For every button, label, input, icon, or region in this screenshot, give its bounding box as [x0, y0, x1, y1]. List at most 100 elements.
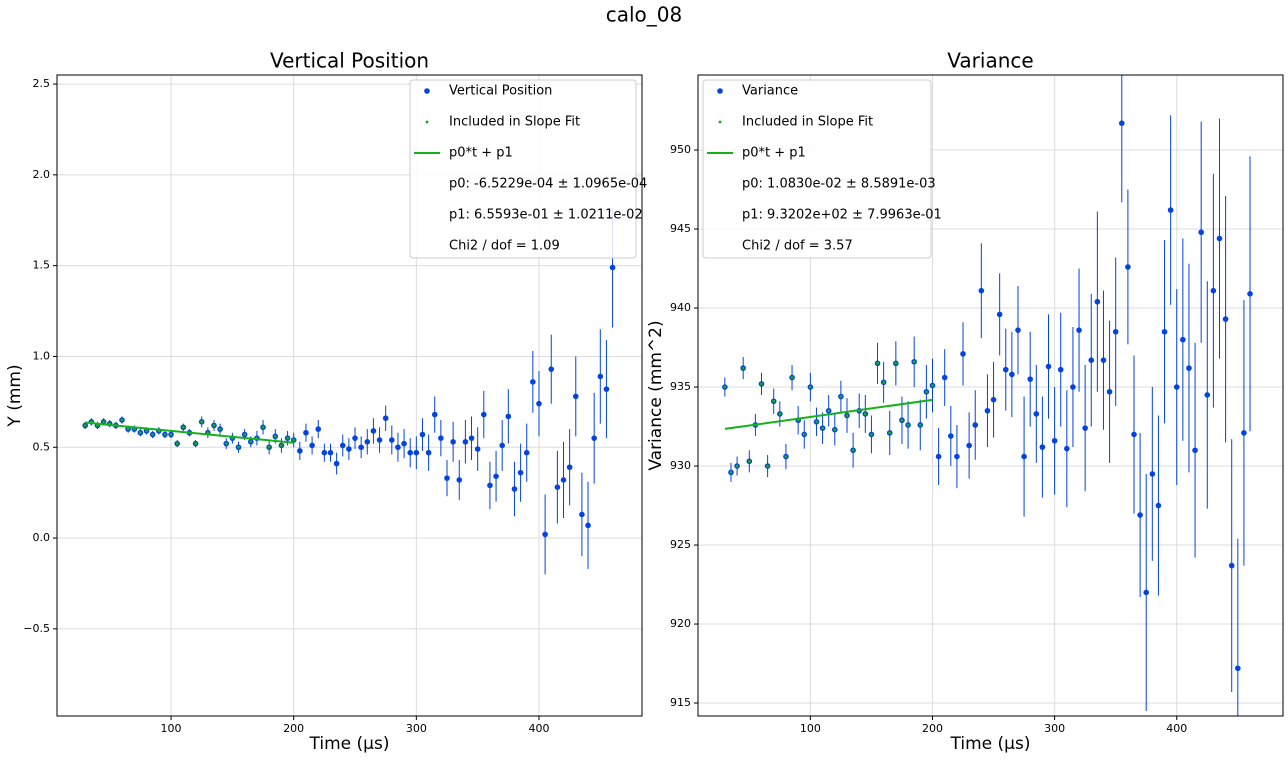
data-point	[1039, 444, 1046, 450]
data-point	[376, 437, 383, 443]
fit-point	[729, 471, 733, 474]
fit-point	[206, 431, 210, 435]
y-tick-label: −0.5	[23, 622, 50, 635]
y-tick-label: 935	[670, 380, 691, 393]
data-point	[566, 464, 573, 471]
data-point	[1106, 388, 1113, 395]
data-point	[941, 374, 948, 381]
fit-point	[772, 399, 776, 403]
fit-point	[169, 433, 173, 436]
data-point	[1045, 363, 1052, 370]
data-point	[450, 439, 456, 445]
data-point	[505, 413, 512, 420]
data-point	[401, 440, 407, 447]
data-point	[1094, 298, 1101, 305]
fit-point	[120, 418, 124, 422]
fit-point	[925, 390, 928, 394]
x-tick-label: 200	[922, 722, 943, 735]
data-point	[1033, 411, 1040, 417]
data-point	[996, 311, 1003, 318]
fit-point	[760, 382, 763, 386]
data-point	[511, 486, 518, 492]
data-point	[339, 442, 346, 449]
fit-line	[724, 398, 933, 430]
data-point	[597, 373, 604, 380]
fit-result: p0: 1.0830e-02 ± 8.5891e-03	[742, 177, 936, 192]
fit-point	[175, 442, 179, 445]
data-point	[487, 482, 493, 489]
legend-label: p0*t + p1	[449, 146, 513, 161]
y-tick-label: 2.5	[33, 77, 51, 90]
data-point	[425, 449, 432, 456]
fit-point	[894, 362, 898, 365]
data-point	[1228, 562, 1235, 569]
data-point	[530, 379, 536, 385]
legend-marker	[424, 88, 430, 94]
fit-point	[108, 422, 112, 425]
y-tick-label: 0.0	[33, 531, 51, 544]
fit-point	[741, 366, 745, 370]
y-tick-label: 2.0	[33, 168, 51, 181]
data-point	[321, 449, 328, 456]
legend-label: p0*t + p1	[742, 146, 806, 161]
data-point	[462, 439, 469, 445]
data-point	[1149, 471, 1156, 477]
fit-point	[815, 420, 818, 424]
y-tick-label: 930	[670, 459, 691, 472]
data-point	[480, 411, 487, 418]
legend-label: Vertical Position	[449, 84, 552, 99]
data-point	[1088, 357, 1095, 363]
data-point	[370, 428, 377, 434]
data-point	[554, 484, 561, 491]
x-axis-label: Time (µs)	[950, 734, 1031, 754]
data-point	[948, 433, 954, 439]
data-point	[1180, 336, 1186, 343]
data-point	[382, 415, 389, 421]
legend-marker	[717, 88, 723, 94]
fit-point	[918, 423, 922, 427]
fit-point	[274, 435, 277, 438]
fit-point	[292, 438, 295, 442]
data-point	[309, 442, 315, 449]
legend-marker	[425, 120, 429, 124]
data-point	[1167, 207, 1174, 213]
y-axis-label: Variance (mm^2)	[646, 320, 666, 470]
data-point	[1247, 291, 1253, 297]
fit-point	[906, 423, 910, 427]
data-point	[1173, 384, 1180, 390]
fit-point	[182, 425, 185, 429]
fit-point	[163, 433, 167, 436]
fit-point	[286, 436, 289, 440]
data-point	[499, 442, 505, 449]
data-point	[438, 435, 444, 441]
fit-point	[766, 464, 769, 468]
data-point	[346, 446, 352, 452]
fit-point	[90, 420, 93, 424]
y-tick-label: 920	[670, 617, 691, 630]
data-point	[468, 435, 475, 441]
fit-point	[224, 442, 228, 445]
data-point	[419, 431, 426, 438]
fit-point	[261, 425, 265, 429]
axes-title: Vertical Position	[270, 49, 429, 73]
data-point	[1161, 328, 1168, 335]
x-tick-label: 200	[283, 722, 304, 735]
fit-point	[900, 418, 904, 422]
fit-point	[845, 414, 849, 417]
fit-point	[796, 418, 800, 422]
y-tick-label: 915	[670, 696, 691, 709]
y-axis-label: Y (mm)	[5, 364, 25, 427]
fit-point	[212, 424, 216, 427]
fit-point	[876, 362, 879, 365]
data-point	[1076, 327, 1082, 333]
axes-frame	[697, 74, 1284, 717]
fit-point	[218, 427, 222, 431]
data-point	[935, 453, 942, 460]
data-point	[303, 429, 309, 436]
data-point	[1131, 431, 1137, 438]
data-point	[1082, 425, 1088, 431]
data-point	[1100, 357, 1107, 363]
x-tick-label: 300	[406, 722, 427, 735]
